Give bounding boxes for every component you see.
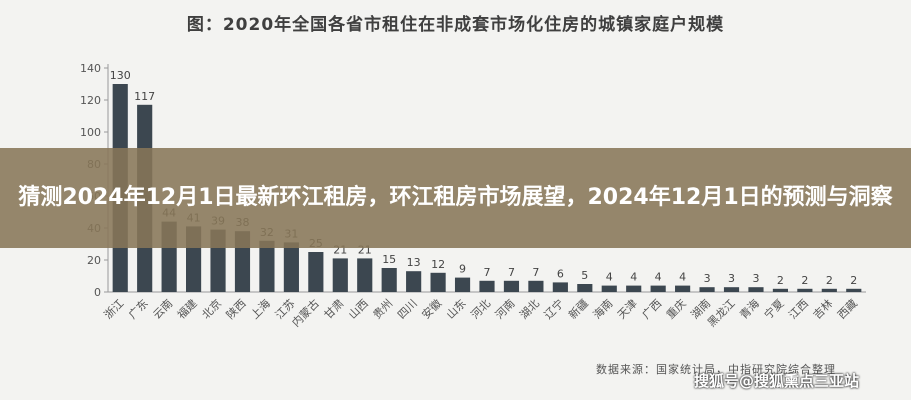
bar <box>552 282 568 292</box>
category-label: 河北 <box>468 297 493 322</box>
category-label: 青海 <box>737 296 762 321</box>
title-banner: 猜测2024年12月1日最新环江租房，环江租房市场展望，2024年12月1日的预… <box>0 148 911 248</box>
data-label: 4 <box>606 271 613 284</box>
bar <box>454 277 471 292</box>
bar <box>259 240 275 292</box>
source-note: 数据来源：国家统计局，中指研究院综合整理 <box>596 363 836 376</box>
data-label: 4 <box>630 271 637 284</box>
data-label: 13 <box>407 256 421 269</box>
category-label: 天津 <box>615 297 640 322</box>
category-label: 吉林 <box>810 296 835 321</box>
bar <box>406 271 422 292</box>
category-label: 广东 <box>126 297 151 322</box>
data-label: 4 <box>679 271 686 284</box>
category-label: 西藏 <box>835 297 860 322</box>
bar <box>528 280 544 292</box>
category-label: 贵州 <box>371 297 396 322</box>
category-label: 海南 <box>590 296 615 321</box>
data-label: 7 <box>484 266 491 279</box>
data-label: 7 <box>532 266 539 279</box>
category-label: 上海 <box>248 296 273 321</box>
category-label: 辽宁 <box>541 296 566 321</box>
bar <box>821 288 837 292</box>
category-label: 北京 <box>199 296 224 321</box>
bar <box>699 287 715 292</box>
bar <box>308 252 324 292</box>
data-label: 130 <box>110 69 131 82</box>
category-label: 四川 <box>395 297 420 322</box>
bar <box>601 285 617 292</box>
bar <box>479 280 495 292</box>
category-label: 浙江 <box>102 297 127 322</box>
category-label: 山西 <box>346 297 371 322</box>
category-label: 广西 <box>640 297 665 322</box>
bar <box>650 285 666 292</box>
category-label: 山东 <box>444 297 469 322</box>
data-label: 7 <box>508 266 515 279</box>
category-label: 云南 <box>151 297 176 322</box>
data-label: 9 <box>459 263 466 276</box>
data-label: 12 <box>431 258 445 271</box>
bar <box>381 268 397 292</box>
bar <box>797 288 813 292</box>
data-label: 3 <box>752 272 759 285</box>
data-label: 3 <box>728 272 735 285</box>
bar <box>846 288 862 292</box>
category-label: 陕西 <box>223 296 248 321</box>
data-label: 4 <box>655 271 662 284</box>
category-label: 重庆 <box>663 296 688 321</box>
bar <box>283 242 299 292</box>
bar <box>723 287 740 292</box>
data-label: 2 <box>850 274 857 287</box>
category-label: 湖北 <box>517 297 542 322</box>
data-label: 2 <box>777 274 784 287</box>
bar <box>503 280 520 292</box>
category-label: 安徽 <box>419 296 444 321</box>
bar <box>357 258 373 292</box>
category-label: 河南 <box>493 297 518 322</box>
data-label: 2 <box>826 274 833 287</box>
data-label: 2 <box>801 274 808 287</box>
chart-title: 图：2020年全国各省市租住在非成套市场化住房的城镇家庭户规模 <box>186 15 725 35</box>
y-tick-label: 0 <box>94 286 101 299</box>
data-label: 3 <box>704 272 711 285</box>
category-label: 福建 <box>174 296 199 321</box>
bar <box>626 285 642 292</box>
bar <box>577 284 593 292</box>
bar <box>748 287 764 292</box>
data-label: 117 <box>134 90 155 103</box>
category-label: 新疆 <box>565 296 590 321</box>
category-label: 甘肃 <box>322 297 347 322</box>
category-label: 内蒙古 <box>289 296 322 329</box>
y-tick-label: 100 <box>80 126 101 139</box>
category-label: 宁夏 <box>761 296 786 321</box>
data-label: 15 <box>382 253 396 266</box>
banner-headline: 猜测2024年12月1日最新环江租房，环江租房市场展望，2024年12月1日的预… <box>18 185 893 210</box>
y-tick-label: 140 <box>80 62 101 75</box>
y-tick-label: 120 <box>80 94 101 107</box>
bar <box>772 288 788 292</box>
category-label: 江西 <box>786 297 811 322</box>
y-tick-label: 20 <box>87 254 101 267</box>
bar <box>675 285 691 292</box>
bar <box>332 258 348 292</box>
category-label: 黑龙江 <box>705 297 738 330</box>
data-label: 5 <box>581 269 588 282</box>
bar <box>430 272 446 292</box>
data-label: 6 <box>557 267 564 280</box>
watermark: 搜狐号@搜狐熏点三亚站 <box>694 372 860 390</box>
